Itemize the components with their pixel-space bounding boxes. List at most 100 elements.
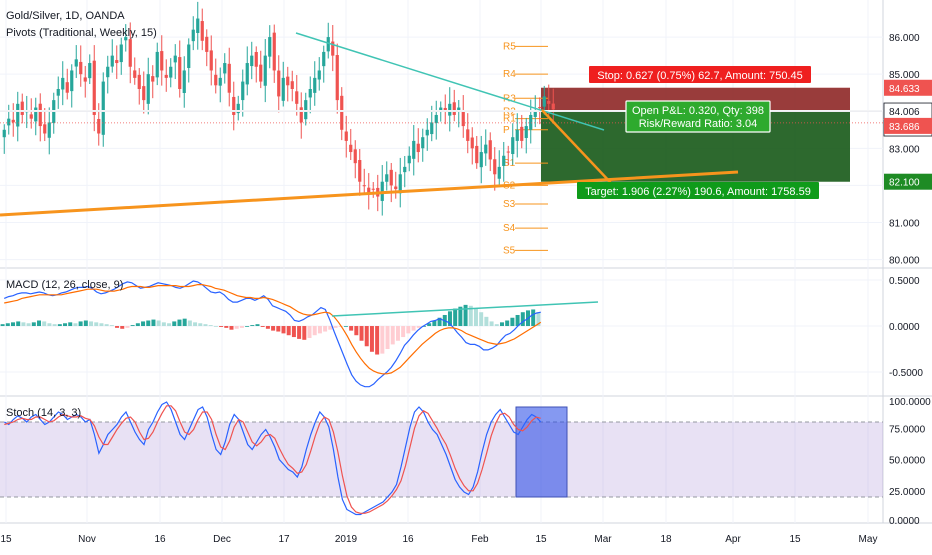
stoch-tick-label: 100.0000 bbox=[889, 397, 931, 408]
macd-histogram-bar bbox=[302, 326, 307, 340]
price-badge-label: 84.633 bbox=[889, 84, 920, 95]
candle-body bbox=[128, 39, 132, 67]
candle-body bbox=[466, 129, 470, 141]
macd-title: MACD (12, 26, close, 9) bbox=[6, 279, 123, 291]
candle-body bbox=[295, 91, 299, 104]
candle-body bbox=[461, 110, 465, 127]
macd-histogram-bar bbox=[297, 326, 302, 339]
stoch-tick-label: 75.0000 bbox=[889, 424, 926, 435]
candle-body bbox=[299, 107, 303, 123]
candle-body bbox=[110, 55, 114, 67]
candle-body bbox=[407, 155, 411, 164]
macd-histogram-bar bbox=[109, 325, 114, 327]
candle-body bbox=[223, 63, 227, 74]
candle-body bbox=[547, 100, 551, 104]
macd-histogram-bar bbox=[167, 323, 172, 327]
resistance-trendline bbox=[295, 32, 605, 131]
candle-body bbox=[38, 103, 42, 127]
symbol-title: Gold/Silver, 1D, OANDA bbox=[6, 10, 125, 22]
macd-histogram-bar bbox=[411, 326, 416, 331]
candle-body bbox=[434, 114, 438, 124]
macd-histogram-bar bbox=[68, 322, 73, 327]
candle-body bbox=[412, 140, 416, 159]
candle-body bbox=[533, 111, 537, 117]
candle-body bbox=[286, 76, 290, 86]
candle-body bbox=[520, 126, 524, 141]
candle-body bbox=[488, 140, 492, 160]
candle-body bbox=[29, 114, 33, 119]
macd-histogram-bar bbox=[468, 305, 473, 327]
stoch-tick-label: 25.0000 bbox=[889, 487, 926, 498]
drawing-tools[interactable] bbox=[0, 32, 739, 217]
candle-body bbox=[263, 55, 267, 86]
price-scale[interactable]: 86.00085.00084.00083.00082.00081.00080.0… bbox=[883, 33, 932, 527]
candle-body bbox=[317, 70, 321, 80]
candle-body bbox=[367, 187, 371, 193]
macd-histogram-bar bbox=[203, 324, 208, 327]
macd-histogram-bar bbox=[375, 326, 380, 355]
macd-histogram-bar bbox=[390, 326, 395, 345]
candle-body bbox=[331, 41, 335, 56]
price-tick-label: 81.000 bbox=[889, 219, 920, 230]
candle-body bbox=[151, 76, 155, 82]
macd-histogram-bar bbox=[78, 321, 83, 327]
pnl-label: Open P&L: 0.320, Qty: 398 bbox=[632, 105, 764, 117]
macd-trendline bbox=[331, 301, 599, 317]
candle-body bbox=[92, 60, 96, 115]
candle-body bbox=[344, 131, 348, 141]
macd-histogram-bar bbox=[333, 326, 338, 328]
macd-histogram-bar bbox=[255, 324, 260, 327]
pivots-title: Pivots (Traditional, Weekly, 15) bbox=[6, 27, 157, 39]
macd-histogram-bar bbox=[489, 321, 494, 327]
candle-body bbox=[308, 89, 312, 98]
macd-histogram-bar bbox=[312, 326, 317, 336]
stoch-k-line bbox=[4, 401, 542, 516]
macd-histogram-bar bbox=[172, 321, 177, 327]
candle-body bbox=[304, 100, 308, 120]
macd-histogram-bar bbox=[510, 317, 515, 327]
candle-body bbox=[83, 77, 87, 82]
macd-histogram-bar bbox=[453, 308, 458, 327]
candle-body bbox=[272, 32, 276, 71]
candle-body bbox=[196, 18, 200, 33]
candle-body bbox=[173, 55, 177, 63]
pivot-label-r5: R5 bbox=[503, 41, 516, 52]
candle-body bbox=[187, 44, 191, 69]
candle-body bbox=[340, 95, 344, 130]
time-scale[interactable]: 15 Nov 16 Dec 17 2019 16 Feb 15 Mar 18 Apr 15 May bbox=[0, 534, 877, 545]
pivot-label-r3: R3 bbox=[503, 93, 516, 104]
candle-body bbox=[56, 89, 60, 96]
macd-histogram-bar bbox=[57, 324, 62, 327]
price-badge-label: 82.100 bbox=[889, 178, 920, 189]
candle-body bbox=[439, 107, 443, 111]
candle-body bbox=[362, 185, 366, 187]
candle-body bbox=[443, 107, 447, 112]
macd-histogram-bar bbox=[494, 324, 499, 327]
macd-histogram-bar bbox=[37, 320, 42, 327]
candle-body bbox=[137, 74, 141, 89]
candle-body bbox=[394, 186, 398, 190]
candlestick-series bbox=[2, 1, 555, 216]
candle-body bbox=[470, 137, 474, 149]
candle-body bbox=[227, 63, 231, 93]
candle-body bbox=[326, 37, 330, 52]
candle-body bbox=[119, 44, 123, 63]
macd-histogram-bar bbox=[260, 326, 265, 327]
macd-histogram-bar bbox=[385, 326, 390, 350]
macd-histogram-bar bbox=[536, 312, 541, 327]
macd-histogram-bar bbox=[380, 326, 385, 354]
macd-histogram-bar bbox=[234, 326, 239, 329]
macd-histogram-bar bbox=[219, 326, 224, 327]
price-badge-stop bbox=[884, 79, 932, 96]
candle-body bbox=[515, 129, 519, 141]
candle-body bbox=[70, 70, 74, 92]
candle-body bbox=[178, 57, 182, 89]
candle-body bbox=[160, 51, 164, 71]
macd-histogram-bar bbox=[349, 326, 354, 331]
macd-histogram-bar bbox=[328, 326, 333, 330]
candle-body bbox=[479, 152, 483, 168]
candle-body bbox=[430, 122, 434, 135]
time-tick-label: 18 bbox=[660, 534, 672, 545]
